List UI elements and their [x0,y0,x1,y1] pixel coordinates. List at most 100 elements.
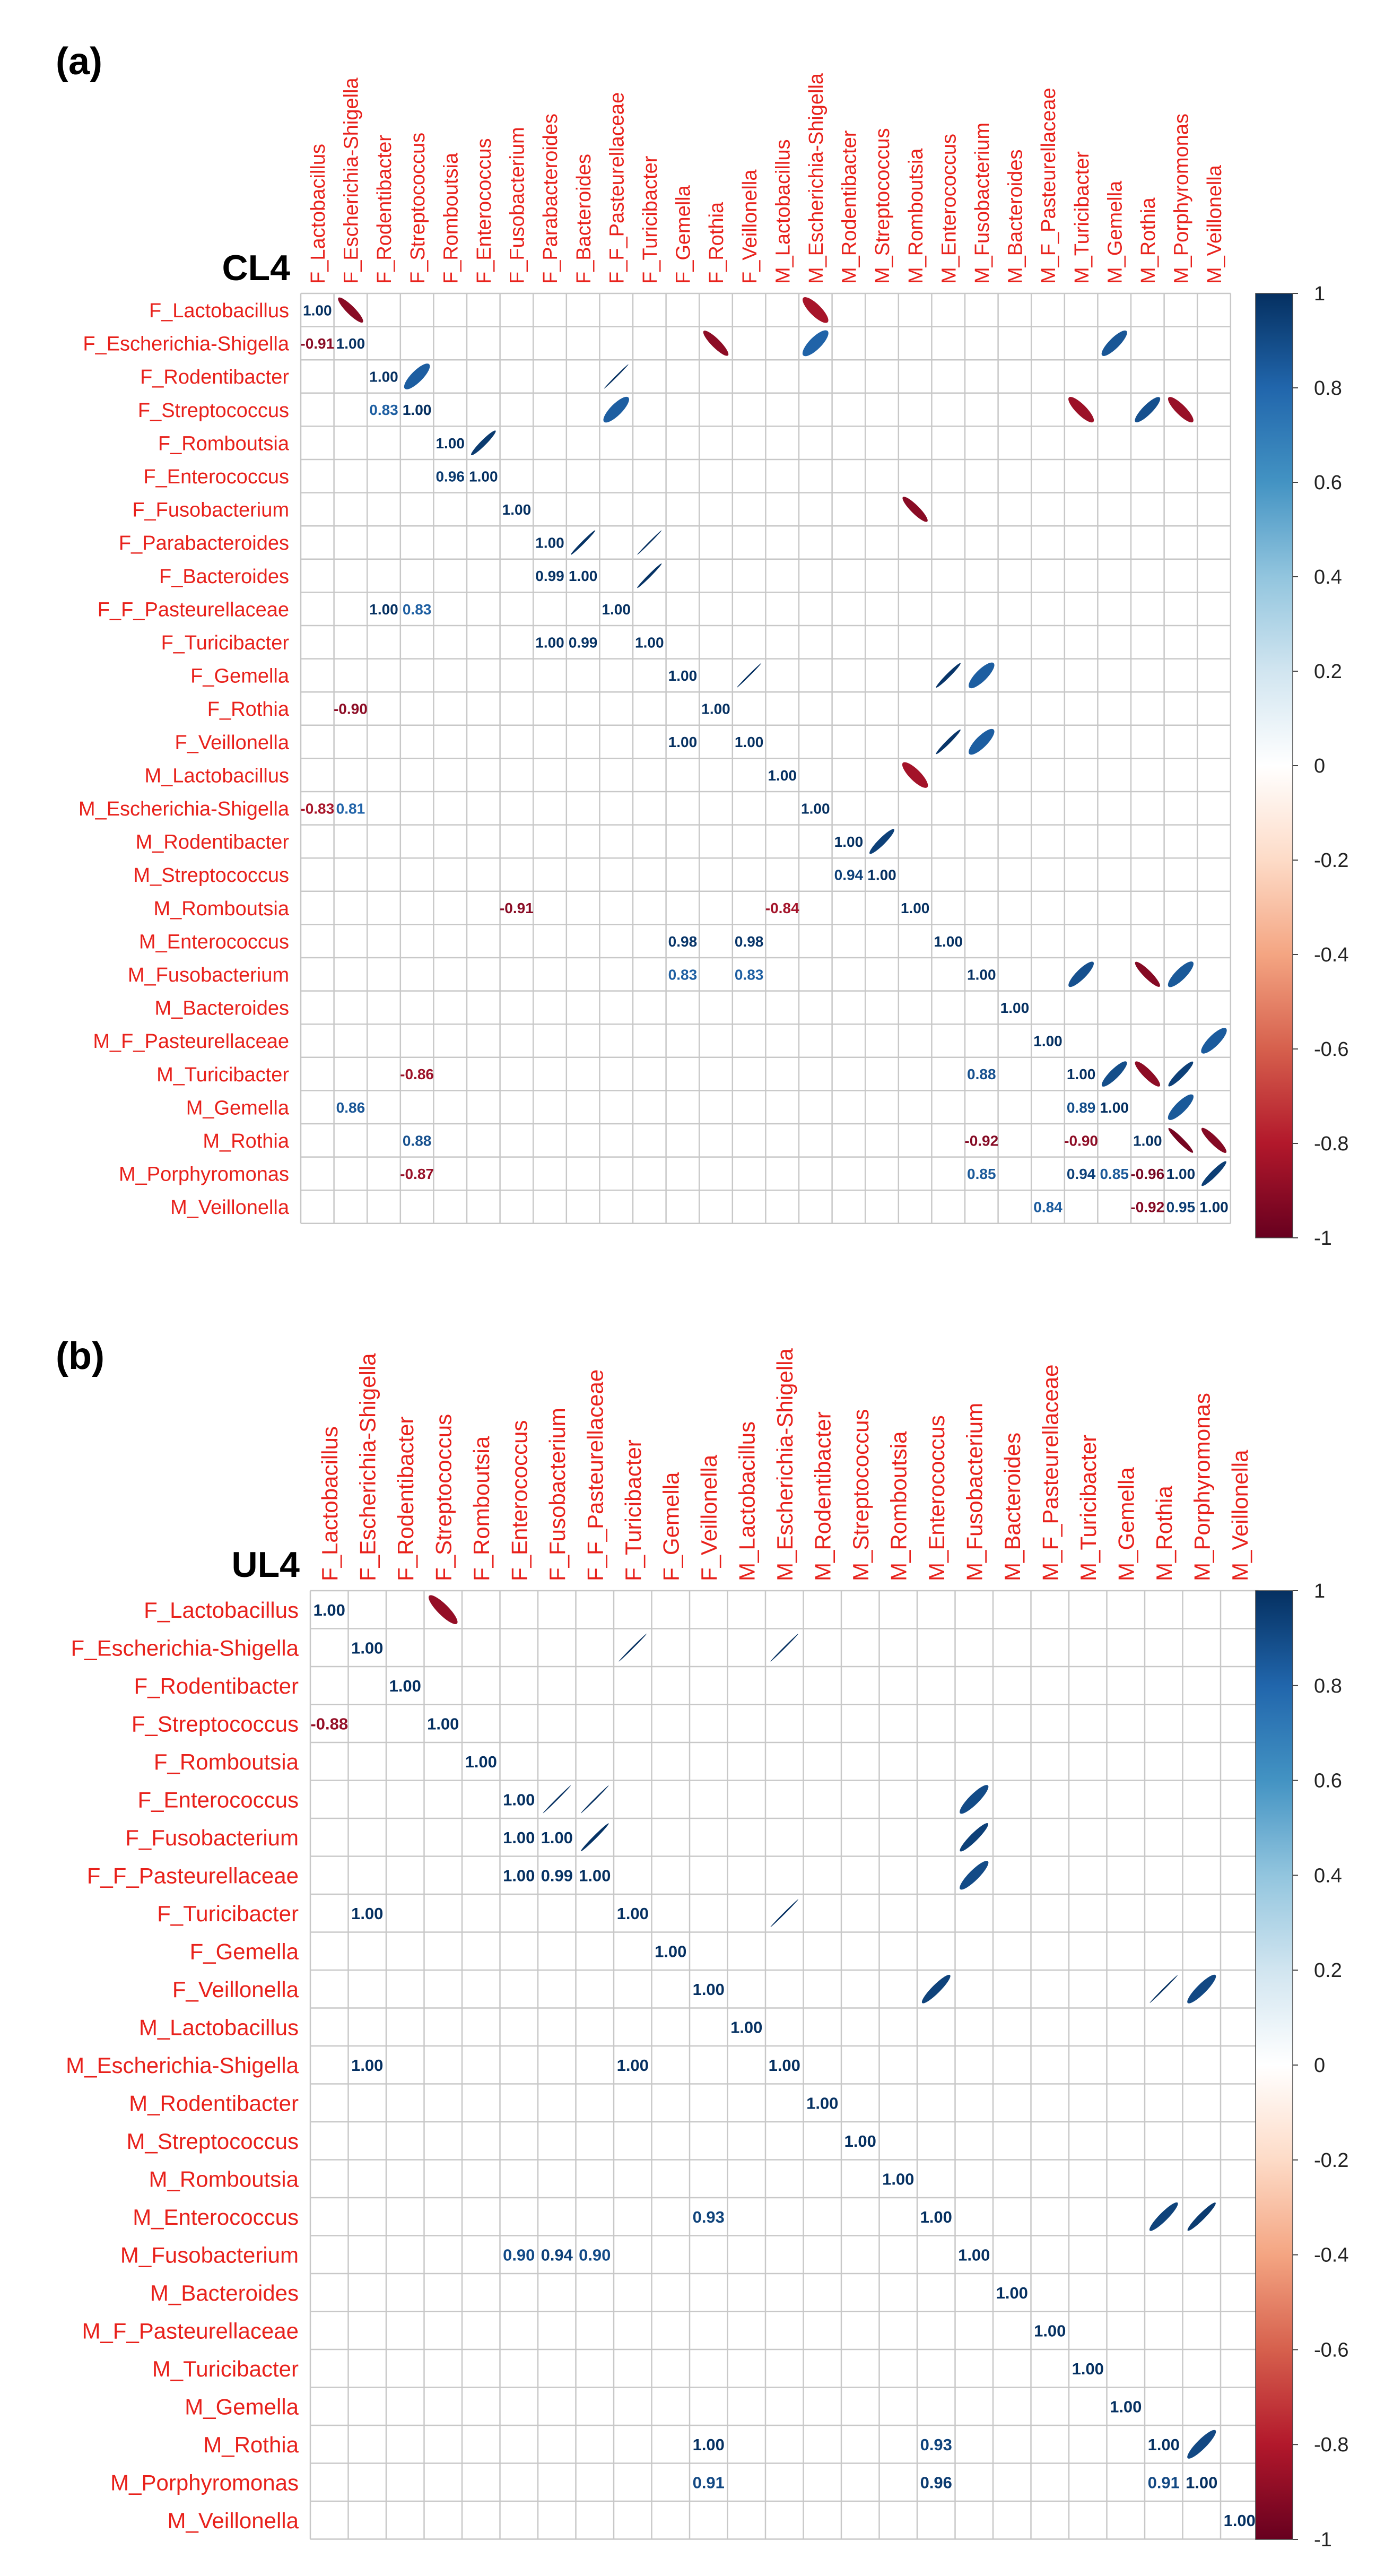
column-tick-label: M_Bacteroides [1000,1433,1025,1581]
correlation-ellipse [703,331,729,356]
correlation-ellipse [604,364,629,389]
row-tick-label: F_Romboutsia [158,432,290,455]
row-tick-label: F_Rodentibacter [140,366,289,388]
correlation-value: 1.00 [617,2056,649,2075]
row-tick-label: M_Streptococcus [127,2129,299,2154]
colorbar-tick-label: 1 [1314,1580,1325,1602]
diagonal-value: 1.00 [1199,1199,1229,1216]
column-tick-label: M_Fusobacterium [971,123,994,284]
diagonal-value: 1.00 [351,1638,383,1657]
diagonal-value: 1.00 [535,535,564,551]
correlation-value: 0.88 [403,1132,432,1149]
correlation-ellipse [960,1861,989,1890]
correlation-value: 0.89 [1067,1099,1096,1116]
row-tick-label: M_Veillonella [168,2508,299,2533]
panel-label: (b) [56,1335,104,1377]
row-tick-label: M_Romboutsia [153,898,289,920]
column-tick-label: F_Escherichia-Shigella [341,77,363,284]
correlation-value: 0.94 [1067,1166,1096,1182]
correlation-value: 0.94 [541,2245,573,2264]
correlation-value: 0.83 [369,402,398,418]
correlation-value: 1.00 [503,1866,535,1885]
correlation-ellipse [571,530,596,555]
diagonal-value: 1.00 [465,1753,497,1771]
column-tick-label: M_Turicibacter [1076,1435,1101,1581]
correlation-ellipse [428,1595,458,1625]
colorbar-tick-label: -1 [1314,2529,1332,2551]
column-tick-label: M_Porphyromonas [1189,1393,1214,1581]
column-tick-label: F_F_Pasteurellaceae [582,1369,607,1581]
chart-title: UL4 [232,1545,300,1585]
correlation-value: 0.83 [668,966,698,983]
row-tick-label: F_Escherichia-Shigella [83,333,289,355]
row-tick-label: M_Porphyromonas [119,1164,289,1186]
row-tick-label: F_F_Pasteurellaceae [98,599,289,621]
column-tick-label: F_Rodentibacter [393,1416,418,1581]
column-tick-label: M_Rothia [1137,197,1160,284]
diagonal-value: 1.00 [769,2056,800,2075]
correlation-ellipse [869,829,894,854]
diagonal-value: 1.00 [336,335,365,352]
row-tick-label: M_Turicibacter [156,1064,289,1086]
row-tick-label: M_Bacteroides [155,998,289,1020]
row-tick-label: F_Veillonella [175,732,290,754]
diagonal-value: 1.00 [427,1714,459,1733]
row-tick-label: M_Porphyromonas [110,2470,299,2495]
column-tick-label: M_Rodentibacter [839,130,861,284]
column-tick-label: F_Romboutsia [440,152,462,284]
correlation-ellipse [802,330,829,357]
correlation-ellipse [1201,1127,1227,1153]
correlation-ellipse [969,662,995,689]
correlation-value: 0.96 [920,2473,952,2492]
correlation-value: 0.81 [336,800,365,817]
column-tick-label: F_Lactobacillus [307,144,329,284]
column-tick-label: M_Bacteroides [1005,150,1027,284]
row-tick-label: F_Turicibacter [161,632,290,654]
colorbar-tick-label: 1 [1314,283,1325,305]
colorbar-tick-label: 0.6 [1314,1770,1342,1792]
correlation-value: -0.92 [1130,1199,1164,1216]
correlation-ellipse [1149,1975,1178,2003]
column-tick-label: F_Gemella [673,185,695,284]
row-tick-label: F_Enterococcus [143,466,289,488]
column-tick-label: M_Rothia [1152,1486,1177,1581]
diagonal-value: 1.00 [369,369,398,385]
diagonal-value: 1.00 [1133,1132,1162,1149]
colorbar [1255,1590,1293,2540]
colorbar-tick-label: -0.8 [1314,2434,1348,2456]
row-tick-label: F_Gemella [190,1939,299,1964]
correlation-ellipse [921,1974,951,2003]
diagonal-value: 1.00 [403,402,432,418]
column-tick-label: F_Gemella [658,1472,683,1581]
column-tick-label: M_Lactobacillus [772,140,794,284]
diagonal-value: 1.00 [436,435,465,452]
diagonal-value: 1.00 [502,501,532,518]
diagonal-value: 1.00 [541,1828,573,1847]
panel-cl4: (a) CL4 F_Lactobacillus F_Lactobacillus F_Es… [56,40,1348,1250]
diagonal-value: 1.00 [1100,1099,1129,1116]
diagonal-value: 1.00 [503,1790,535,1809]
correlation-value: 0.99 [569,634,598,650]
diagonal-value: 1.00 [844,2132,876,2150]
correlation-ellipse [902,497,928,522]
colorbar-tick-label: 0 [1314,2054,1325,2077]
diagonal-value: 1.00 [1166,1166,1196,1182]
diagonal-value: 1.00 [901,900,930,916]
column-tick-label: F_Parabacteroides [539,114,562,284]
column-tick-label: M_F_Pasteurellaceae [1038,1364,1063,1581]
correlation-value: 0.85 [1100,1166,1129,1182]
correlation-ellipse [1168,1061,1194,1087]
diagonal-value: 1.00 [806,2094,838,2112]
correlation-value: 0.93 [693,2208,725,2226]
colorbar-tick-label: -0.6 [1314,1038,1348,1061]
diagonal-value: 1.00 [996,2284,1028,2302]
correlation-ellipse [1201,1028,1227,1054]
colorbar-tick-label: 0.2 [1314,661,1342,683]
diagonal-value: 1.00 [1067,1066,1096,1082]
column-tick-label: M_Romboutsia [905,148,927,284]
diagonal-value: 1.00 [617,1904,649,1923]
diagonal-value: 1.00 [1033,1033,1063,1050]
row-tick-label: F_Gemella [190,665,290,688]
correlation-value: 0.91 [693,2473,725,2492]
correlation-value: 0.93 [920,2435,952,2454]
